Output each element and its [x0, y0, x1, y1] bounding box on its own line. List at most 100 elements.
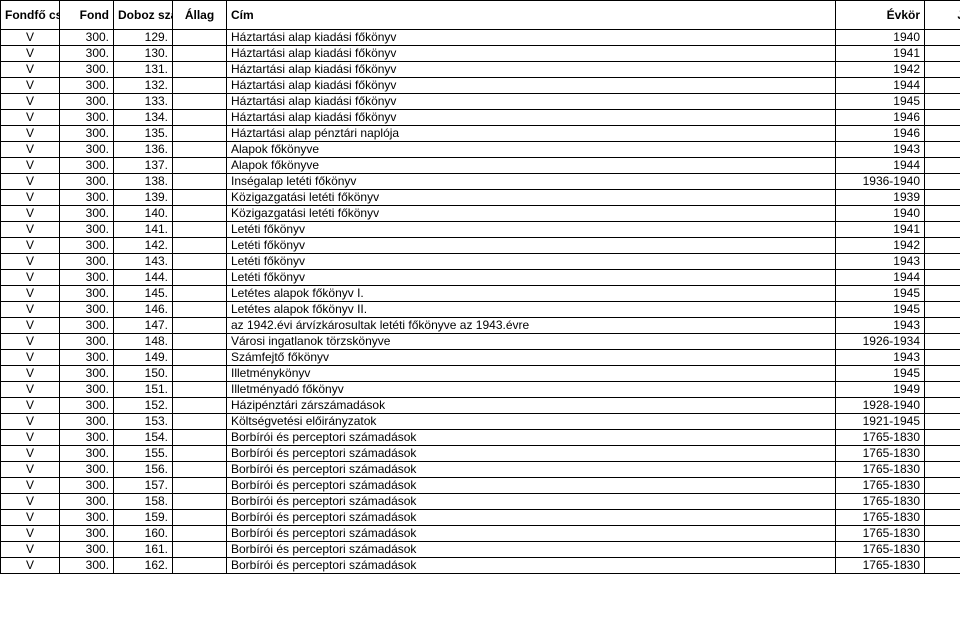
table-cell: 1944: [836, 78, 925, 94]
table-cell: 1765-1830: [836, 558, 925, 574]
table-cell: V: [1, 350, 60, 366]
table-cell: 154.: [114, 430, 173, 446]
table-cell: Borbírói és perceptori számadások: [227, 430, 836, 446]
table-cell: 300.: [60, 334, 114, 350]
table-cell: Költségvetési előirányzatok: [227, 414, 836, 430]
table-cell: V: [1, 46, 60, 62]
table-cell: [925, 542, 960, 558]
table-cell: [173, 558, 227, 574]
table-cell: [925, 558, 960, 574]
table-cell: 300.: [60, 110, 114, 126]
table-cell: V: [1, 334, 60, 350]
table-cell: V: [1, 206, 60, 222]
table-cell: [925, 46, 960, 62]
table-cell: Borbírói és perceptori számadások: [227, 494, 836, 510]
table-cell: 129.: [114, 30, 173, 46]
table-cell: 300.: [60, 478, 114, 494]
table-cell: V: [1, 254, 60, 270]
table-cell: 1942: [836, 62, 925, 78]
table-row: V300.141.Letéti főkönyv1941: [1, 222, 960, 238]
table-cell: [925, 238, 960, 254]
table-cell: [173, 238, 227, 254]
table-cell: 1943: [836, 350, 925, 366]
table-cell: 300.: [60, 126, 114, 142]
table-cell: Háztartási alap kiadási főkönyv: [227, 94, 836, 110]
table-row: V300.152.Házipénztári zárszámadások1928-…: [1, 398, 960, 414]
table-cell: 300.: [60, 430, 114, 446]
table-cell: 1921-1945: [836, 414, 925, 430]
table-cell: V: [1, 446, 60, 462]
table-cell: [173, 174, 227, 190]
table-cell: V: [1, 542, 60, 558]
table-cell: [925, 270, 960, 286]
table-cell: V: [1, 558, 60, 574]
table-cell: [925, 190, 960, 206]
table-cell: 148.: [114, 334, 173, 350]
table-cell: V: [1, 382, 60, 398]
table-cell: 1945: [836, 366, 925, 382]
table-body: V300.129.Háztartási alap kiadási főkönyv…: [1, 30, 960, 574]
table-cell: 300.: [60, 462, 114, 478]
table-cell: [173, 526, 227, 542]
table-cell: Közigazgatási letéti főkönyv: [227, 206, 836, 222]
table-cell: 1946: [836, 126, 925, 142]
header-cim: Cím: [227, 1, 836, 30]
table-cell: [925, 94, 960, 110]
table-cell: 143.: [114, 254, 173, 270]
table-cell: 155.: [114, 446, 173, 462]
table-cell: 300.: [60, 558, 114, 574]
table-cell: Inségalap letéti főkönyv: [227, 174, 836, 190]
table-cell: [925, 126, 960, 142]
header-jelzet: Jelzet: [925, 1, 960, 30]
table-cell: 134.: [114, 110, 173, 126]
table-cell: 1946: [836, 110, 925, 126]
table-cell: [173, 158, 227, 174]
table-row: V300.158.Borbírói és perceptori számadás…: [1, 494, 960, 510]
table-cell: Háztartási alap kiadási főkönyv: [227, 30, 836, 46]
table-cell: V: [1, 510, 60, 526]
table-cell: 1945: [836, 94, 925, 110]
table-cell: 149.: [114, 350, 173, 366]
table-cell: 135.: [114, 126, 173, 142]
table-cell: 133.: [114, 94, 173, 110]
table-cell: V: [1, 62, 60, 78]
table-row: V300.138.Inségalap letéti főkönyv1936-19…: [1, 174, 960, 190]
table-cell: V: [1, 94, 60, 110]
table-cell: [173, 78, 227, 94]
table-cell: 1943: [836, 254, 925, 270]
table-row: V300.129.Háztartási alap kiadási főkönyv…: [1, 30, 960, 46]
table-cell: [925, 158, 960, 174]
table-cell: V: [1, 142, 60, 158]
table-cell: 1945: [836, 302, 925, 318]
table-cell: 147.: [114, 318, 173, 334]
table-cell: [173, 334, 227, 350]
table-row: V300.134.Háztartási alap kiadási főkönyv…: [1, 110, 960, 126]
table-cell: 1945: [836, 286, 925, 302]
table-cell: V: [1, 526, 60, 542]
table-cell: 1765-1830: [836, 446, 925, 462]
header-fondfo: Fondfő csop: [1, 1, 60, 30]
table-cell: [925, 366, 960, 382]
table-cell: 300.: [60, 414, 114, 430]
table-cell: 1765-1830: [836, 478, 925, 494]
table-cell: 146.: [114, 302, 173, 318]
table-cell: [173, 462, 227, 478]
table-cell: [173, 206, 227, 222]
table-cell: 159.: [114, 510, 173, 526]
table-row: V300.156.Borbírói és perceptori számadás…: [1, 462, 960, 478]
table-cell: 300.: [60, 62, 114, 78]
table-row: V300.133.Háztartási alap kiadási főkönyv…: [1, 94, 960, 110]
table-cell: [173, 430, 227, 446]
table-cell: Illetménykönyv: [227, 366, 836, 382]
table-cell: 300.: [60, 254, 114, 270]
table-cell: 300.: [60, 238, 114, 254]
table-cell: 1943: [836, 142, 925, 158]
table-cell: [925, 478, 960, 494]
table-cell: [173, 30, 227, 46]
table-cell: [173, 46, 227, 62]
table-row: V300.155.Borbírói és perceptori számadás…: [1, 446, 960, 462]
table-cell: [173, 494, 227, 510]
table-cell: Letétes alapok főkönyv I.: [227, 286, 836, 302]
table-cell: Illetményadó főkönyv: [227, 382, 836, 398]
table-cell: V: [1, 494, 60, 510]
